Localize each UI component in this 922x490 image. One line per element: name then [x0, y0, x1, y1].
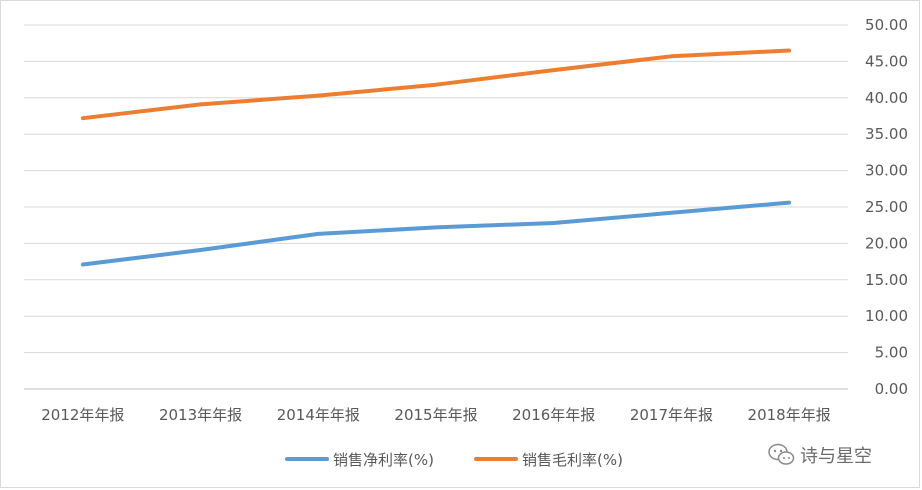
series-line-0	[80, 200, 792, 267]
x-tick-label: 2018年年报	[748, 406, 831, 424]
x-axis-ticks: 2012年年报 2013年年报 2014年年报 2015年年报 2016年年报 2017年…	[41, 406, 830, 424]
y-tick-label: 25.00	[865, 198, 908, 216]
legend-label: 销售毛利率(%)	[522, 451, 623, 469]
legend: 销售净利率(%) 销售毛利率(%)	[285, 451, 623, 469]
y-tick-label: 30.00	[865, 162, 908, 180]
y-tick-label: 45.00	[865, 52, 908, 70]
x-tick-label: 2012年年报	[41, 406, 124, 424]
legend-label: 销售净利率(%)	[333, 451, 434, 469]
legend-item-1: 销售毛利率(%)	[474, 451, 623, 469]
gridlines	[24, 24, 848, 390]
y-tick-label: 40.00	[865, 89, 908, 107]
watermark-text: 诗与星空	[800, 446, 872, 467]
legend-item-0: 销售净利率(%)	[285, 451, 434, 469]
y-tick-label: 0.00	[875, 380, 908, 398]
y-axis-ticks: 0.00 5.00 10.00 15.00 20.00 25.00 30.00 35.00 40…	[865, 16, 908, 398]
x-tick-label: 2015年年报	[394, 406, 477, 424]
y-tick-label: 50.00	[865, 16, 908, 34]
x-tick-label: 2017年年报	[630, 406, 713, 424]
y-tick-label: 20.00	[865, 234, 908, 252]
y-tick-label: 10.00	[865, 307, 908, 325]
y-tick-label: 15.00	[865, 271, 908, 289]
x-tick-label: 2013年年报	[159, 406, 242, 424]
series-lines	[80, 48, 792, 267]
y-tick-label: 5.00	[875, 344, 908, 362]
x-tick-label: 2014年年报	[277, 406, 360, 424]
series-line-1	[80, 48, 792, 121]
y-tick-label: 35.00	[865, 125, 908, 143]
wechat-icon	[768, 443, 795, 465]
watermark: 诗与星空	[768, 443, 872, 467]
x-tick-label: 2016年年报	[512, 406, 595, 424]
